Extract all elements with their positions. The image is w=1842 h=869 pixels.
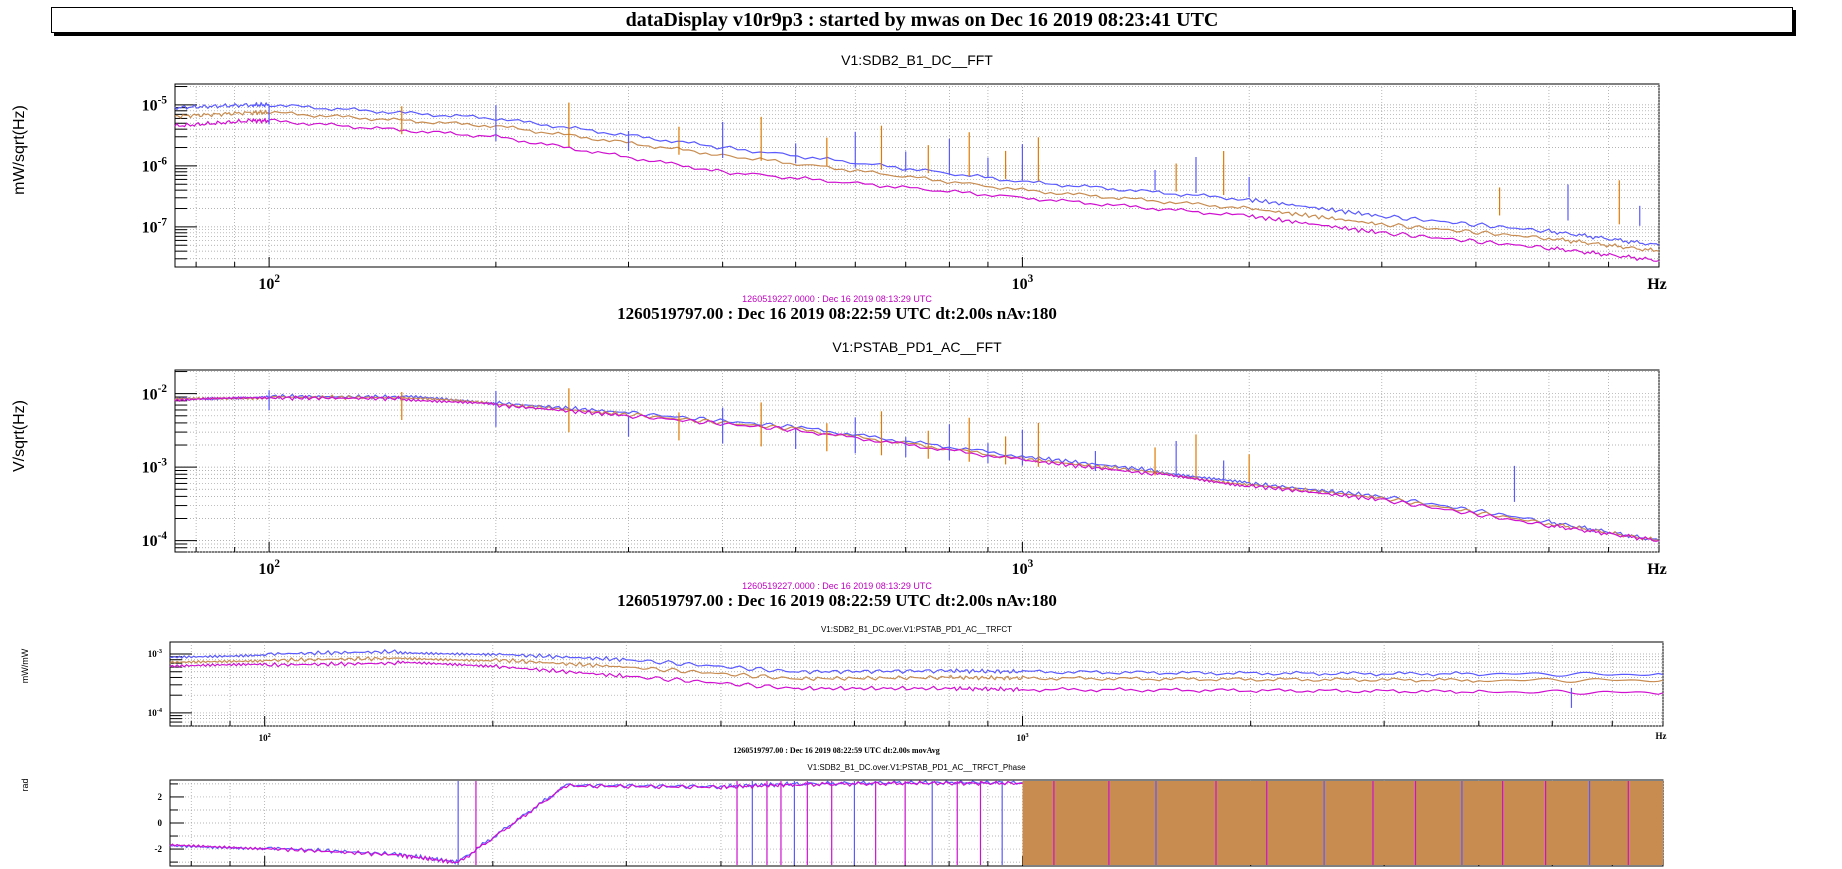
y-tick-exponent: -2 [158, 383, 168, 395]
x-tick-exponent: 2 [268, 732, 271, 739]
y-tick-label: 10-3 [142, 457, 168, 477]
y-tick-exponent: -6 [158, 155, 168, 167]
panel-title: V1:PSTAB_PD1_AC__FFT [832, 339, 1002, 355]
series-tan [169, 655, 1664, 684]
panel-title: V1:SDB2_B1_DC.over.V1:PSTAB_PD1_AC__TRFC… [807, 763, 1026, 772]
y-tick-label: 10-6 [142, 155, 168, 175]
x-tick-exponent: 3 [1028, 558, 1034, 570]
y-tick-exponent: -4 [157, 707, 163, 714]
data-timestamp: 1260519797.00 : Dec 16 2019 08:22:59 UTC… [617, 591, 1057, 610]
panel-1: V1:SDB2_B1_DC__FFT mW/sqrt(Hz) 10-5 10-6 10-… [11, 52, 1667, 323]
grid-lines [170, 642, 1664, 727]
data-timestamp: 1260519797.00 : Dec 16 2019 08:22:59 UTC… [617, 304, 1057, 323]
x-tick-label: 102 [258, 558, 280, 578]
x-axis-unit: Hz [1647, 561, 1667, 578]
series-blue [174, 101, 1660, 246]
panel-4: V1:SDB2_B1_DC.over.V1:PSTAB_PD1_AC__TRFC… [20, 763, 1664, 867]
phase-wrap-band [1022, 781, 1663, 865]
y-tick-exponent: -4 [158, 530, 168, 542]
y-tick-label: -2 [155, 844, 163, 854]
y-axis-label: mW/mW [20, 648, 30, 683]
y-tick-exponent: -7 [158, 216, 168, 228]
y-tick-exponent: -5 [158, 94, 168, 106]
series-magenta [169, 780, 1023, 865]
y-tick-label: 10-2 [142, 383, 168, 403]
panel-3: V1:SDB2_B1_DC.over.V1:PSTAB_PD1_AC__TRFC… [20, 625, 1667, 755]
reference-timestamp: 1260519227.0000 : Dec 16 2019 08:13:29 U… [742, 294, 932, 304]
y-axis-label: mW/sqrt(Hz) [11, 105, 28, 195]
y-tick-label: 2 [158, 792, 163, 802]
y-axis-label: rad [20, 778, 30, 791]
y-axis-label: V/sqrt(Hz) [11, 400, 28, 472]
y-tick-label: 10-4 [142, 530, 168, 550]
series-blue [169, 648, 1664, 677]
y-tick-label: 10-4 [148, 707, 163, 718]
x-tick-exponent: 2 [274, 273, 280, 285]
x-tick-exponent: 3 [1028, 273, 1034, 285]
plot-frame [169, 641, 1664, 727]
panel-title: V1:SDB2_B1_DC.over.V1:PSTAB_PD1_AC__TRFC… [821, 625, 1012, 634]
app-title: dataDisplay v10r9p3 : started by mwas on… [625, 8, 1219, 31]
panel-2: V1:PSTAB_PD1_AC__FFT V/sqrt(Hz) 10-2 10-3 10… [11, 339, 1667, 610]
x-axis-unit: Hz [1656, 731, 1667, 741]
series-magenta [174, 395, 1660, 542]
app-title-banner: dataDisplay v10r9p3 : started by mwas on… [51, 7, 1793, 33]
panel-title: V1:SDB2_B1_DC__FFT [841, 52, 993, 68]
x-tick-label: 102 [258, 273, 280, 293]
y-tick-label: 10-5 [142, 94, 168, 114]
x-tick-exponent: 2 [274, 558, 280, 570]
series-tan [174, 109, 1660, 252]
data-timestamp: 1260519797.00 : Dec 16 2019 08:22:59 UTC… [733, 746, 940, 755]
y-tick-label: 10-3 [148, 648, 162, 659]
x-tick-label: 103 [1012, 273, 1034, 293]
x-tick-label: 102 [259, 732, 271, 743]
x-axis-unit: Hz [1647, 276, 1667, 293]
y-tick-exponent: -3 [158, 457, 168, 469]
y-tick-exponent: -3 [157, 648, 162, 655]
x-tick-label: 103 [1012, 558, 1034, 578]
x-tick-label: 103 [1016, 732, 1028, 743]
x-tick-exponent: 3 [1025, 732, 1028, 739]
series-magenta [174, 117, 1660, 262]
series-magenta [169, 660, 1664, 695]
reference-timestamp: 1260519227.0000 : Dec 16 2019 08:13:29 U… [742, 581, 932, 591]
y-tick-label: 0 [158, 818, 163, 828]
y-tick-label: 10-7 [142, 216, 168, 236]
